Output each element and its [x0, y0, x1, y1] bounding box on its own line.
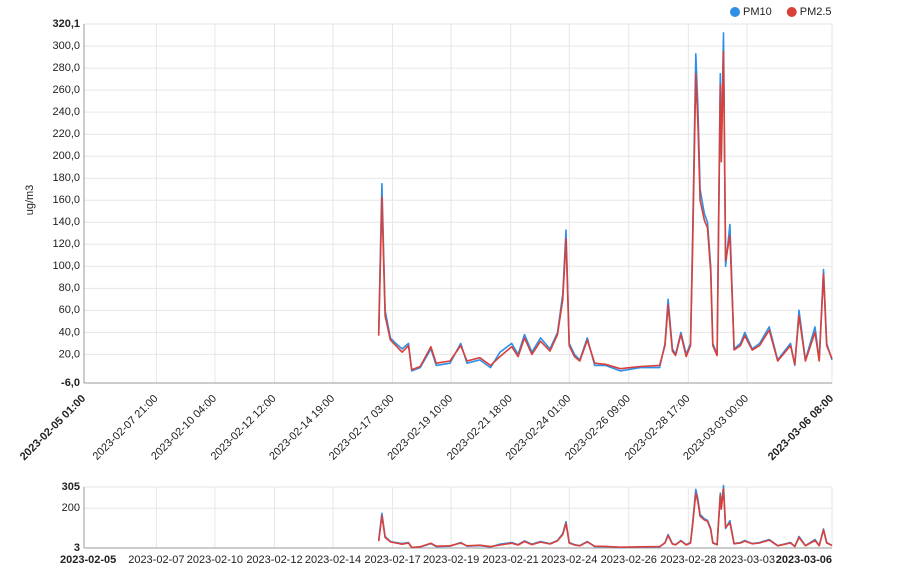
y-tick-label: 305 — [62, 481, 80, 493]
x-tick-label: 2023-02-24 01:00 — [503, 393, 573, 463]
x-tick-label: 2023-02-10 — [187, 554, 243, 566]
x-tick-label: 2023-02-24 — [541, 554, 597, 566]
x-tick-label: 2023-02-07 — [128, 554, 184, 566]
y-tick-label: 100,0 — [52, 260, 80, 272]
y-tick-label: 60,0 — [59, 304, 80, 316]
y-axis-label: ug/m3 — [24, 185, 36, 216]
y-tick-label: 3 — [74, 542, 80, 554]
y-tick-label: 200 — [62, 502, 80, 514]
y-tick-label: 220,0 — [52, 128, 80, 140]
x-tick-label: 2023-02-19 10:00 — [385, 393, 455, 463]
legend-marker — [730, 7, 740, 17]
x-tick-label: 2023-02-21 — [483, 554, 539, 566]
y-tick-label: 40,0 — [59, 326, 80, 338]
legend-marker — [786, 7, 797, 17]
y-tick-label: 240,0 — [52, 106, 80, 118]
y-tick-label: 300,0 — [52, 40, 80, 52]
x-tick-label: 2023-02-19 — [423, 554, 479, 566]
y-tick-label: 140,0 — [52, 216, 80, 228]
y-tick-label: 80,0 — [59, 282, 80, 294]
y-tick-label: 160,0 — [52, 194, 80, 206]
x-tick-label: 2023-02-05 01:00 — [18, 393, 88, 463]
x-tick-label: 2023-03-03 — [719, 554, 775, 566]
y-tick-label: 120,0 — [52, 238, 80, 250]
y-tick-label: 200,0 — [52, 150, 80, 162]
series-line — [377, 50, 833, 371]
navigator-line — [377, 484, 833, 549]
legend-label: PM2.5 — [800, 6, 832, 18]
x-tick-label: 2023-02-26 — [601, 554, 657, 566]
x-tick-label: 2023-02-26 09:00 — [563, 393, 633, 463]
x-tick-label: 2023-03-06 — [776, 554, 832, 566]
x-tick-label: 2023-02-12 — [246, 554, 302, 566]
x-tick-label: 2023-03-03 00:00 — [681, 393, 751, 463]
y-tick-label: 320,1 — [52, 18, 80, 30]
y-tick-label: 20,0 — [59, 348, 80, 360]
x-tick-label: 2023-02-17 — [364, 554, 420, 566]
x-tick-label: 2023-02-28 — [660, 554, 716, 566]
y-tick-label: 280,0 — [52, 62, 80, 74]
y-tick-label: 260,0 — [52, 84, 80, 96]
legend-label: PM10 — [743, 6, 772, 18]
x-tick-label: 2023-02-14 19:00 — [267, 393, 337, 463]
navigator-line — [377, 488, 833, 549]
series-line — [377, 32, 833, 372]
x-tick-label: 2023-02-10 04:00 — [149, 393, 219, 463]
x-tick-label: 2023-02-14 — [305, 554, 361, 566]
y-tick-label: -6,0 — [61, 377, 80, 389]
y-tick-label: 180,0 — [52, 172, 80, 184]
x-tick-label: 2023-03-06 08:00 — [766, 393, 836, 463]
x-tick-label: 2023-02-05 — [60, 554, 116, 566]
